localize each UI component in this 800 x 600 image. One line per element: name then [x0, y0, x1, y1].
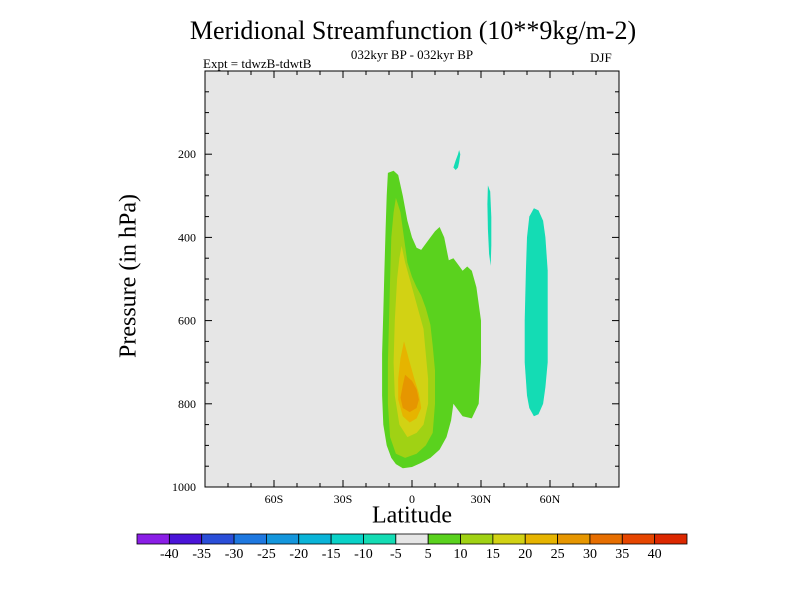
colorbar-label: -20 [289, 547, 308, 562]
colorbar-swatch [330, 533, 364, 545]
y-tick-label: 600 [178, 314, 196, 328]
contour-region-7 [453, 150, 461, 170]
x-tick-label: 0 [409, 492, 415, 506]
contour-region-6 [487, 185, 492, 266]
colorbar-label: -15 [322, 547, 341, 562]
colorbar-swatch [363, 533, 397, 545]
colorbar-swatch [557, 533, 591, 545]
x-tick-label: 30S [334, 492, 353, 506]
colorbar-label: 10 [454, 547, 468, 562]
colorbar-label: -40 [160, 547, 179, 562]
x-tick-label: 30N [471, 492, 492, 506]
y-axis-label: Pressure (in hPa) [115, 194, 142, 358]
colorbar-label: -35 [192, 547, 211, 562]
colorbar-swatch [168, 533, 203, 545]
colorbar-swatch [654, 533, 688, 545]
chart-title: Meridional Streamfunction (10**9kg/m-2) [189, 16, 637, 45]
contour-region-5 [524, 208, 548, 417]
season-label: DJF [590, 50, 612, 65]
colorbar-swatch [524, 533, 558, 545]
y-tick-label: 800 [178, 397, 196, 411]
colorbar-swatch [427, 533, 461, 545]
colorbar-label: 40 [648, 547, 662, 562]
colorbar-swatch [621, 533, 656, 545]
y-tick-label: 400 [178, 230, 196, 244]
chart-subtitle: 032kyr BP - 032kyr BP [350, 47, 474, 62]
colorbar-swatch [233, 533, 267, 545]
colorbar-label: 20 [518, 547, 532, 562]
colorbar: -40 -35 -30 -25 -20 -15 -10 -5 5 10 15 20 25 30 35 40 [136, 533, 688, 562]
colorbar-swatch [492, 533, 526, 545]
colorbar-label: 35 [615, 547, 629, 562]
colorbar-swatch [266, 533, 300, 545]
y-tick-label: 1000 [172, 480, 196, 494]
colorbar-swatch [201, 533, 235, 545]
colorbar-label: 15 [486, 547, 500, 562]
x-tick-label: 60N [540, 492, 561, 506]
colorbar-label: 5 [425, 547, 432, 562]
colorbar-label: -25 [257, 547, 276, 562]
colorbar-label: 25 [551, 547, 565, 562]
colorbar-label: 30 [583, 547, 597, 562]
x-axis-label: Latitude [372, 502, 452, 529]
colorbar-swatch [298, 533, 332, 545]
x-tick-label: 60S [265, 492, 284, 506]
colorbar-swatch [136, 533, 170, 545]
contour-region-4 [400, 374, 419, 413]
y-tick-label: 200 [178, 147, 196, 161]
colorbar-label: -30 [225, 547, 244, 562]
colorbar-label: -5 [390, 547, 402, 562]
colorbar-swatch [589, 533, 623, 545]
contour-regions [382, 150, 548, 469]
y-axis: 200 400 600 800 1000 [172, 91, 619, 494]
colorbar-label: -10 [354, 547, 373, 562]
colorbar-swatch [395, 533, 429, 545]
experiment-label: Expt = tdwzB-tdwtB [203, 56, 312, 71]
colorbar-swatch [460, 533, 494, 545]
x-axis: 60S 30S 0 30N 60N [227, 71, 597, 506]
